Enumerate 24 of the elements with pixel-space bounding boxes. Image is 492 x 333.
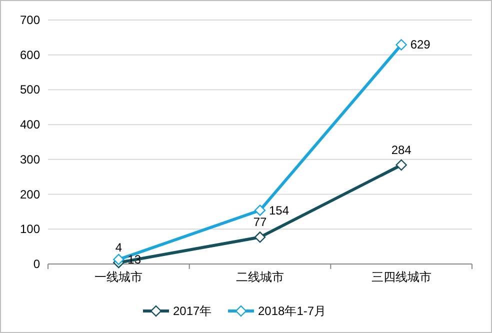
legend-label: 2018年1-7月 [258, 304, 326, 318]
data-label: 13 [128, 252, 142, 266]
data-label: 77 [253, 215, 267, 230]
x-tick-label: 一线城市 [94, 270, 143, 284]
x-tick-label: 二线城市 [236, 270, 284, 284]
y-tick-label: 300 [20, 152, 40, 166]
point [254, 204, 266, 216]
y-tick-label: 0 [33, 257, 40, 271]
point [396, 159, 407, 171]
y-tick-label: 700 [20, 13, 40, 27]
y-tick-label: 500 [20, 82, 40, 97]
y-tick-label: 100 [20, 222, 40, 236]
y-tick-label: 600 [20, 48, 40, 62]
point [254, 232, 266, 243]
data-label: 4 [115, 240, 122, 255]
point [113, 254, 124, 266]
x-tick-label: 三四线城市 [371, 270, 432, 284]
y-tick-label: 200 [20, 187, 40, 202]
point [396, 39, 407, 50]
data-label: 284 [391, 143, 412, 158]
legend-label: 2017年 [173, 304, 212, 318]
y-tick-label: 400 [20, 118, 40, 132]
data-label: 629 [410, 38, 431, 52]
data-label: 154 [269, 203, 290, 218]
